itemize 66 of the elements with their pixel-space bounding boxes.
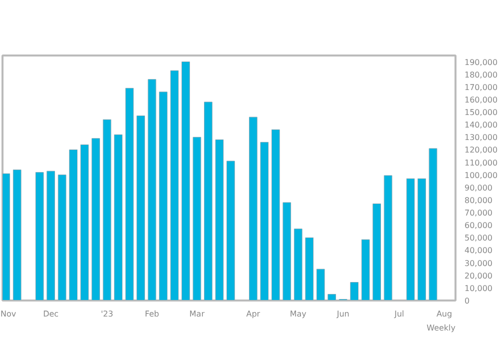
y-tick-label: 110,000: [464, 158, 498, 168]
bar: [170, 70, 179, 300]
bar: [316, 268, 325, 300]
bar: [69, 149, 78, 300]
y-tick-label: 190,000: [464, 58, 498, 67]
bar: [58, 174, 66, 300]
y-tick-label: 70,000: [464, 208, 492, 218]
bar: [384, 175, 392, 300]
bar: [215, 139, 224, 300]
y-tick-label: 50,000: [464, 234, 492, 243]
bar: [159, 92, 168, 300]
bar: [114, 134, 122, 300]
bar: [12, 170, 22, 300]
x-tick-label: Jul: [393, 310, 404, 318]
y-tick-label: 120,000: [464, 146, 498, 155]
y-tick-label: 170,000: [464, 82, 498, 92]
x-tick-label: Apr: [246, 310, 261, 318]
bar: [136, 116, 145, 300]
bar: [148, 79, 156, 300]
bar: [226, 160, 235, 300]
bar: [361, 239, 370, 300]
x-tick-label: Aug: [436, 310, 452, 318]
y-tick-label: 130,000: [464, 133, 498, 142]
bar: [418, 178, 426, 300]
x-tick-label: Feb: [144, 310, 160, 318]
y-tick-label: 10,000: [464, 284, 492, 293]
y-tick-label: 90,000: [464, 183, 492, 192]
bar: [294, 228, 302, 300]
x-tick-label: May: [290, 310, 307, 318]
y-tick-label: 60,000: [464, 221, 492, 230]
y-tick-label: 40,000: [464, 246, 492, 256]
y-tick-label: 20,000: [464, 271, 492, 280]
x-tick-label: '23: [100, 310, 114, 318]
y-tick-label: 160,000: [464, 95, 498, 104]
x-tick-label: Dec: [43, 310, 59, 318]
bar: [328, 294, 336, 300]
y-tick-label: 140,000: [464, 120, 498, 130]
bar: [182, 62, 190, 300]
y-tick-label: 100,000: [464, 170, 498, 180]
bar: [406, 178, 415, 300]
bar: [35, 172, 44, 300]
bar: [102, 119, 112, 300]
y-tick-label: 80,000: [464, 196, 492, 205]
bar: [271, 129, 280, 300]
x-tick-label: Nov: [0, 310, 16, 318]
bar: [260, 142, 269, 300]
text: Weekly: [426, 324, 456, 332]
bar: [428, 148, 438, 300]
bar: [248, 116, 258, 300]
bar: [192, 136, 202, 300]
y-tick-label: 0: [464, 296, 470, 306]
bar: [2, 173, 10, 300]
bar: [46, 170, 56, 300]
y-tick-label: 180,000: [464, 70, 498, 80]
y-tick-label: 30,000: [464, 258, 492, 268]
x-tick-label: Jun: [336, 310, 350, 318]
bar: [204, 102, 212, 300]
bar: [92, 138, 100, 300]
bar: [305, 237, 314, 300]
bar: [350, 282, 359, 300]
bar: [282, 202, 292, 300]
bar: [125, 88, 134, 300]
bar: [372, 204, 381, 300]
bar: [80, 144, 89, 300]
x-tick-label: Mar: [189, 310, 206, 318]
y-tick-label: 150,000: [464, 108, 498, 118]
